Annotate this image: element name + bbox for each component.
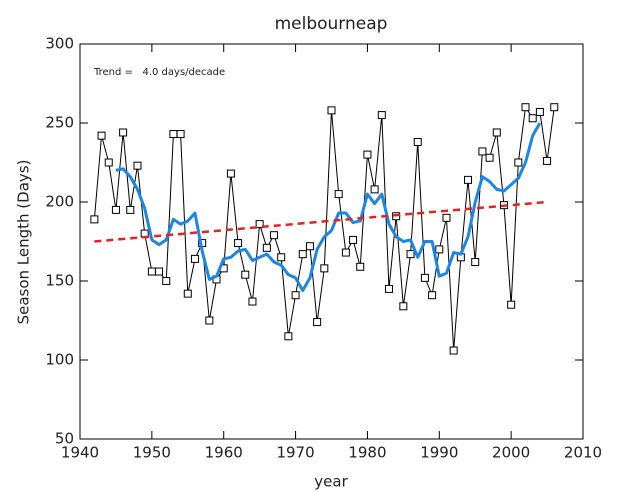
- data-point: [449, 346, 458, 355]
- data-point: [104, 158, 113, 167]
- data-point: [298, 250, 307, 259]
- data-point: [550, 103, 559, 112]
- y-tick-label: 300: [45, 35, 74, 53]
- data-point: [277, 253, 286, 262]
- data-point: [133, 161, 142, 170]
- data-point: [313, 318, 322, 327]
- data-point: [507, 300, 516, 309]
- data-point: [183, 289, 192, 298]
- data-point: [464, 175, 473, 184]
- data-point: [327, 106, 336, 115]
- data-point: [205, 316, 214, 325]
- series-line: [115, 122, 542, 292]
- data-point: [492, 128, 501, 137]
- data-point: [90, 215, 99, 224]
- data-point: [284, 332, 293, 341]
- data-point: [356, 262, 365, 271]
- x-tick-label: 1980: [348, 444, 386, 462]
- data-point: [111, 205, 120, 214]
- x-tick-label: 2000: [492, 444, 530, 462]
- x-tick-label: 2010: [564, 444, 602, 462]
- data-point: [528, 114, 537, 123]
- y-tick-label: 250: [45, 114, 74, 132]
- y-tick-label: 50: [55, 430, 74, 448]
- data-point: [420, 273, 429, 282]
- data-point: [442, 213, 451, 222]
- data-point: [162, 277, 171, 285]
- data-point: [377, 111, 386, 120]
- trend-annotation: Trend = 4.0 days/decade: [93, 67, 225, 78]
- data-point: [126, 205, 135, 214]
- data-point: [119, 128, 128, 137]
- data-point: [262, 243, 271, 252]
- data-point: [241, 270, 250, 279]
- data-point: [248, 297, 257, 306]
- data-point: [514, 158, 523, 167]
- series-line: [93, 106, 555, 352]
- data-point: [234, 239, 243, 248]
- data-point: [97, 131, 106, 140]
- data-point: [478, 147, 487, 156]
- data-point: [334, 190, 343, 199]
- x-tick-label: 1940: [61, 444, 99, 462]
- data-point: [485, 153, 494, 162]
- data-point: [406, 250, 415, 259]
- x-tick-label: 1960: [205, 444, 243, 462]
- data-point: [435, 245, 444, 254]
- data-point: [413, 137, 422, 146]
- data-point: [399, 302, 408, 311]
- y-tick-label: 200: [45, 193, 74, 211]
- data-point: [384, 284, 393, 293]
- data-point: [255, 220, 264, 229]
- data-point: [169, 130, 178, 139]
- data-point: [291, 291, 300, 300]
- data-point: [341, 248, 350, 257]
- y-tick-label: 100: [45, 351, 74, 369]
- data-point: [176, 130, 185, 139]
- data-point: [226, 169, 235, 178]
- data-point: [370, 185, 379, 194]
- series-line: [94, 200, 548, 243]
- data-point: [535, 107, 544, 116]
- x-tick-label: 1970: [276, 444, 314, 462]
- data-point: [305, 242, 314, 251]
- data-point: [320, 264, 329, 273]
- data-point: [428, 291, 437, 300]
- data-point: [147, 267, 156, 276]
- plot-frame: [79, 43, 584, 440]
- data-point: [190, 254, 199, 263]
- data-point: [543, 156, 552, 165]
- data-point: [521, 103, 530, 112]
- data-point: [155, 267, 164, 276]
- data-point: [270, 231, 279, 240]
- y-axis-label: Season Length (Days): [15, 160, 33, 325]
- y-tick-label: 150: [45, 272, 74, 290]
- chart-title: melbourneap: [275, 14, 388, 34]
- data-point: [363, 150, 372, 159]
- data-point: [471, 258, 480, 267]
- data-point: [349, 235, 358, 244]
- x-axis-label: year: [314, 473, 348, 491]
- x-tick-label: 1990: [420, 444, 458, 462]
- x-tick-label: 1950: [133, 444, 171, 462]
